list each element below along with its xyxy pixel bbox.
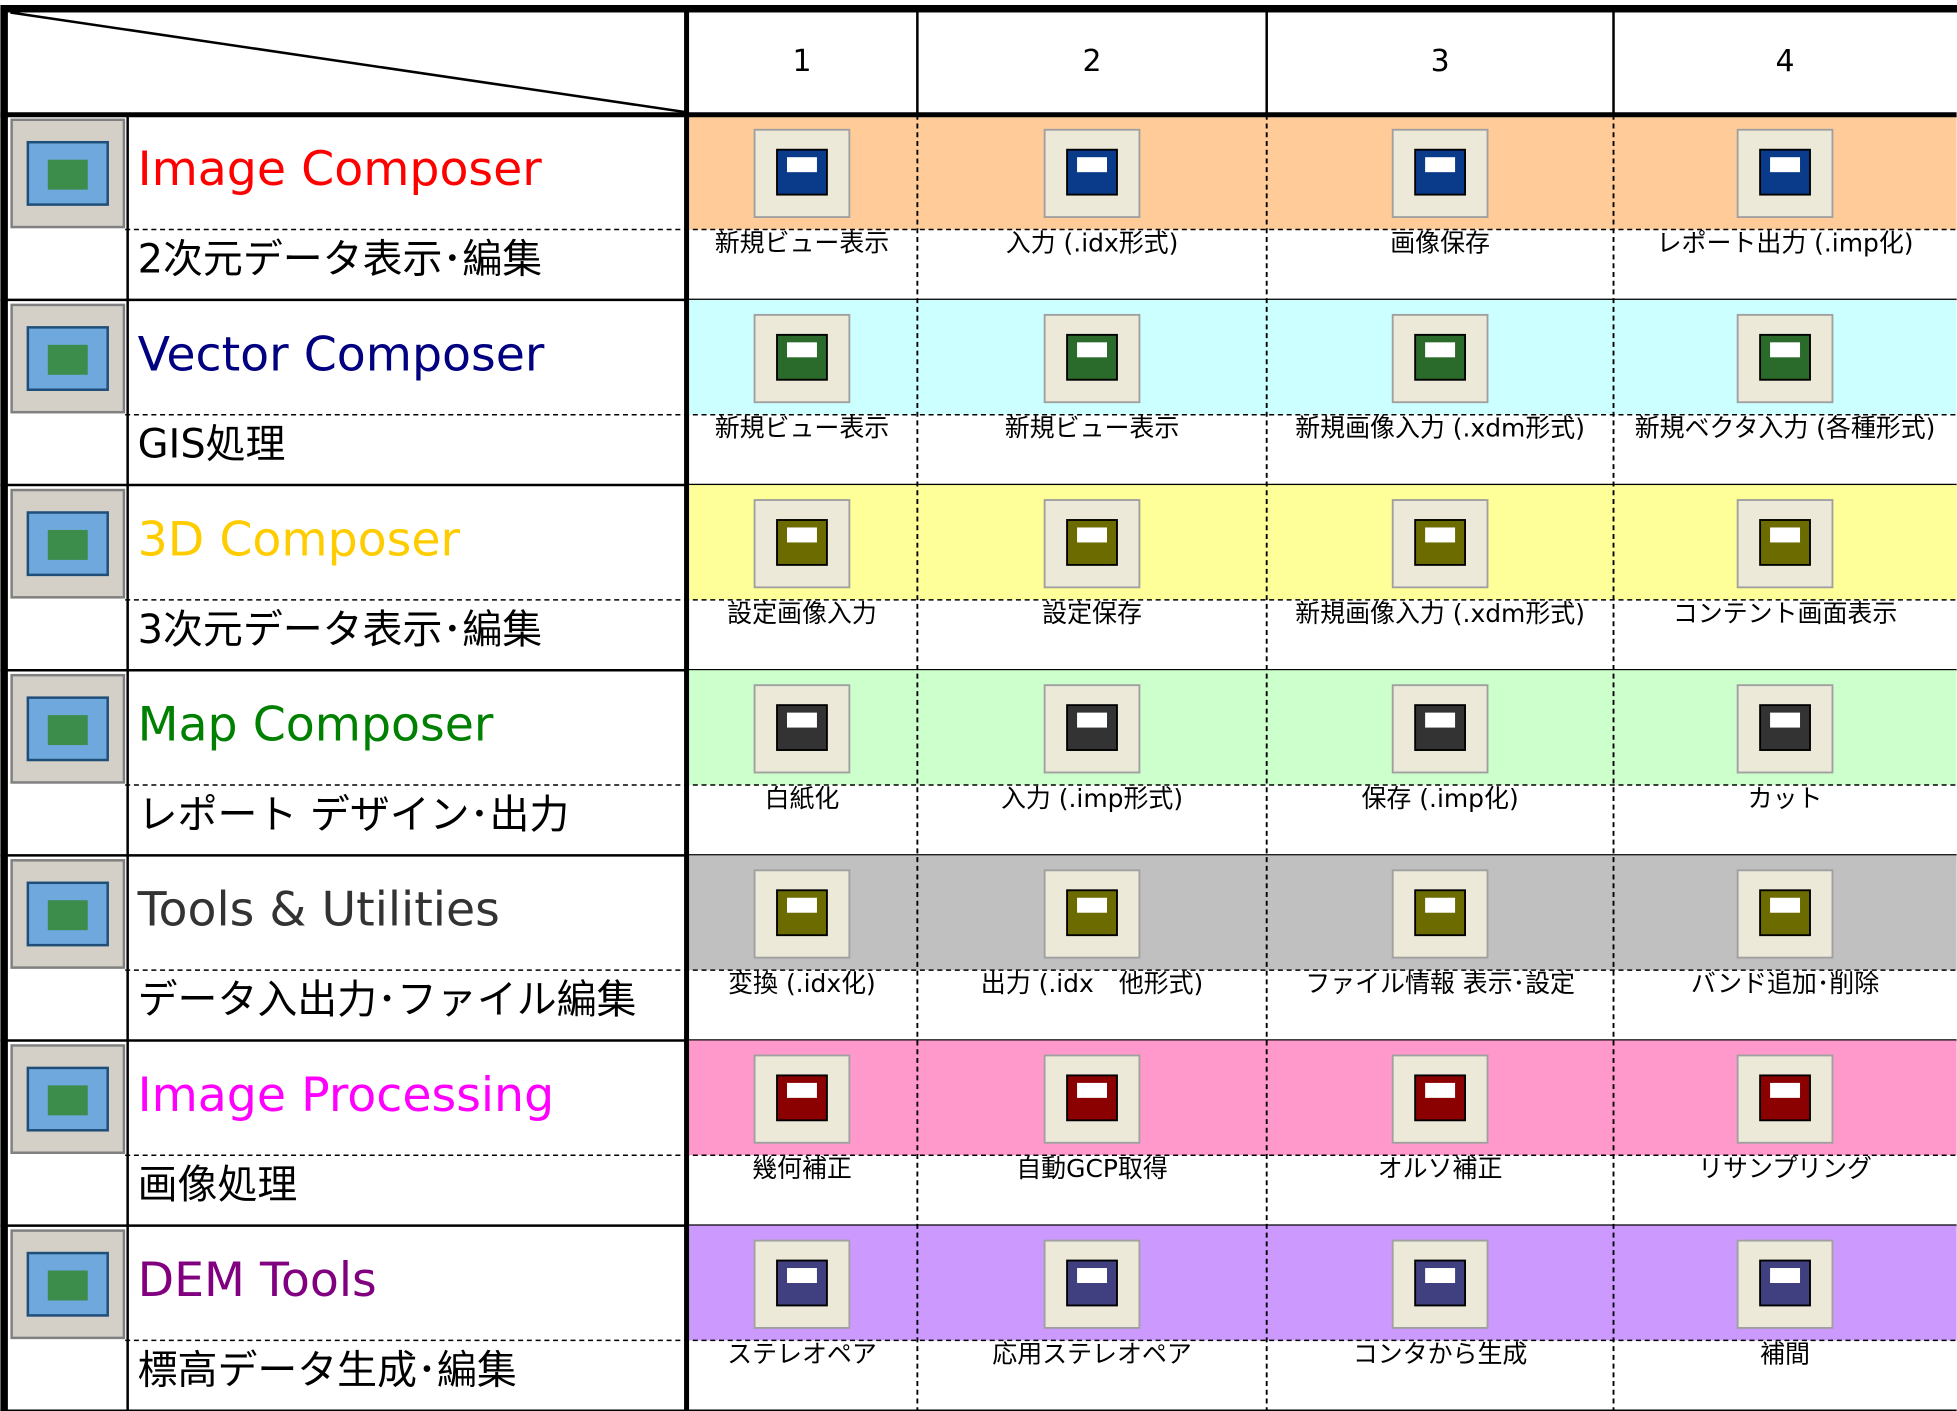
tool-label: 画像保存 bbox=[1390, 229, 1490, 258]
module-title: Vector Composer bbox=[138, 327, 545, 382]
tool-icon-detail bbox=[1077, 712, 1107, 728]
column-header: 1 bbox=[792, 44, 811, 79]
module-icon-glyph bbox=[47, 159, 88, 190]
tool-label: 新規ベクタ入力 (各種形式) bbox=[1635, 414, 1936, 443]
tool-icon-detail bbox=[786, 157, 817, 173]
tool-button bbox=[1736, 128, 1834, 219]
tool-icon-detail bbox=[1425, 157, 1456, 173]
tool-icon-detail bbox=[786, 1082, 817, 1098]
tool-icon-detail bbox=[1770, 157, 1801, 173]
tool-icon-detail bbox=[786, 1268, 817, 1283]
tool-icon-detail bbox=[1425, 342, 1456, 358]
tool-label: 応用ステレオペア bbox=[992, 1339, 1192, 1368]
tool-label: 自動GCP取得 bbox=[1016, 1154, 1168, 1183]
tool-icon-detail bbox=[1077, 897, 1107, 913]
tool-label: 入力 (.imp形式) bbox=[1001, 784, 1183, 813]
module-title: Map Composer bbox=[138, 698, 494, 753]
module-subtitle: 標高データ生成･編集 bbox=[138, 1347, 517, 1393]
tool-icon-detail bbox=[1077, 1082, 1107, 1098]
tool-label: 入力 (.idx形式) bbox=[1006, 229, 1179, 258]
tool-label: 変換 (.idx化) bbox=[728, 969, 876, 998]
module-title: DEM Tools bbox=[138, 1253, 377, 1308]
tool-icon-detail bbox=[1077, 527, 1107, 543]
column-header: 3 bbox=[1431, 44, 1450, 79]
column-header: 4 bbox=[1776, 44, 1795, 79]
tool-label: 白紙化 bbox=[765, 784, 840, 813]
tool-icon-detail bbox=[1077, 342, 1107, 358]
tool-icon bbox=[1759, 1074, 1811, 1122]
tool-button bbox=[1736, 499, 1834, 589]
module-title: 3D Composer bbox=[138, 512, 461, 567]
tool-icon-detail bbox=[1425, 527, 1456, 543]
tool-icon-detail bbox=[786, 342, 817, 358]
tool-icon bbox=[776, 148, 828, 196]
module-icon-glyph bbox=[47, 1270, 88, 1301]
tool-label: 新規画像入力 (.xdm形式) bbox=[1295, 599, 1585, 628]
tool-icon-detail bbox=[1077, 157, 1107, 173]
tool-label: レポート出力 (.imp化) bbox=[1657, 229, 1914, 258]
tool-icon-detail bbox=[786, 897, 817, 913]
tool-label: 新規画像入力 (.xdm形式) bbox=[1295, 414, 1585, 443]
tool-icon-detail bbox=[1770, 897, 1801, 913]
tool-label: 新規ビュー表示 bbox=[1005, 414, 1180, 443]
tool-label: バンド追加･削除 bbox=[1691, 969, 1879, 998]
tool-label: カット bbox=[1748, 784, 1823, 813]
tool-icon bbox=[776, 889, 828, 937]
tool-icon-detail bbox=[1425, 712, 1456, 728]
tool-label: 新規ビュー表示 bbox=[715, 414, 890, 443]
tool-icon-detail bbox=[1770, 342, 1801, 358]
module-icon-glyph bbox=[47, 529, 88, 560]
tool-label: 幾何補正 bbox=[752, 1154, 852, 1183]
tool-label: ファイル情報 表示･設定 bbox=[1305, 969, 1575, 998]
tool-icon-detail bbox=[1770, 1268, 1801, 1283]
tool-label: 新規ビュー表示 bbox=[715, 229, 890, 258]
module-icon-inner bbox=[26, 1066, 109, 1132]
tool-label: コンテント画面表示 bbox=[1673, 599, 1897, 628]
module-icon-glyph bbox=[47, 344, 88, 375]
tool-icon-detail bbox=[1770, 1082, 1801, 1098]
header-diagonal bbox=[10, 11, 687, 114]
tool-icon-detail bbox=[1425, 897, 1456, 913]
tool-icon-detail bbox=[1425, 1268, 1456, 1283]
tool-button bbox=[1391, 1239, 1489, 1329]
module-title: Tools & Utilities bbox=[137, 883, 500, 938]
tool-label: 設定画像入力 bbox=[727, 599, 877, 628]
module-icon-glyph bbox=[47, 715, 88, 746]
tool-icon bbox=[776, 1074, 828, 1122]
tool-icon-detail bbox=[786, 712, 817, 728]
tool-icon bbox=[1066, 1074, 1118, 1122]
tool-label: 設定保存 bbox=[1042, 599, 1142, 628]
module-subtitle: データ入出力･ファイル編集 bbox=[138, 977, 637, 1023]
module-icon-glyph bbox=[47, 1085, 88, 1116]
tool-icon-detail bbox=[1077, 1268, 1107, 1283]
outer-border bbox=[0, 4, 1957, 1411]
module-icon-inner bbox=[26, 696, 109, 762]
module-subtitle: GIS処理 bbox=[138, 422, 286, 468]
tool-label: 出力 (.idx 他形式) bbox=[981, 969, 1203, 998]
module-subtitle: 3次元データ表示･編集 bbox=[138, 607, 543, 653]
module-title: Image Composer bbox=[138, 142, 543, 197]
tool-icon bbox=[1414, 1074, 1466, 1122]
tool-icon-detail bbox=[786, 527, 817, 543]
tool-label: 補間 bbox=[1760, 1339, 1810, 1368]
tool-icon-detail bbox=[1770, 527, 1801, 543]
tool-label: コンタから生成 bbox=[1353, 1339, 1528, 1368]
module-subtitle: 2次元データ表示･編集 bbox=[138, 236, 543, 282]
column-header: 2 bbox=[1082, 44, 1101, 79]
tool-icon-detail bbox=[1770, 712, 1801, 728]
tool-icon-detail bbox=[1425, 1082, 1456, 1098]
module-subtitle: 画像処理 bbox=[138, 1162, 298, 1208]
tool-label: リサンプリング bbox=[1698, 1154, 1872, 1183]
tool-label: オルソ補正 bbox=[1378, 1154, 1503, 1183]
module-subtitle: レポート デザイン･出力 bbox=[138, 792, 570, 838]
module-icon-glyph bbox=[47, 900, 88, 931]
tool-label: 保存 (.imp化) bbox=[1362, 784, 1519, 813]
module-title: Image Processing bbox=[138, 1068, 555, 1123]
tool-button bbox=[1043, 313, 1141, 404]
tool-label: ステレオペア bbox=[727, 1339, 877, 1368]
